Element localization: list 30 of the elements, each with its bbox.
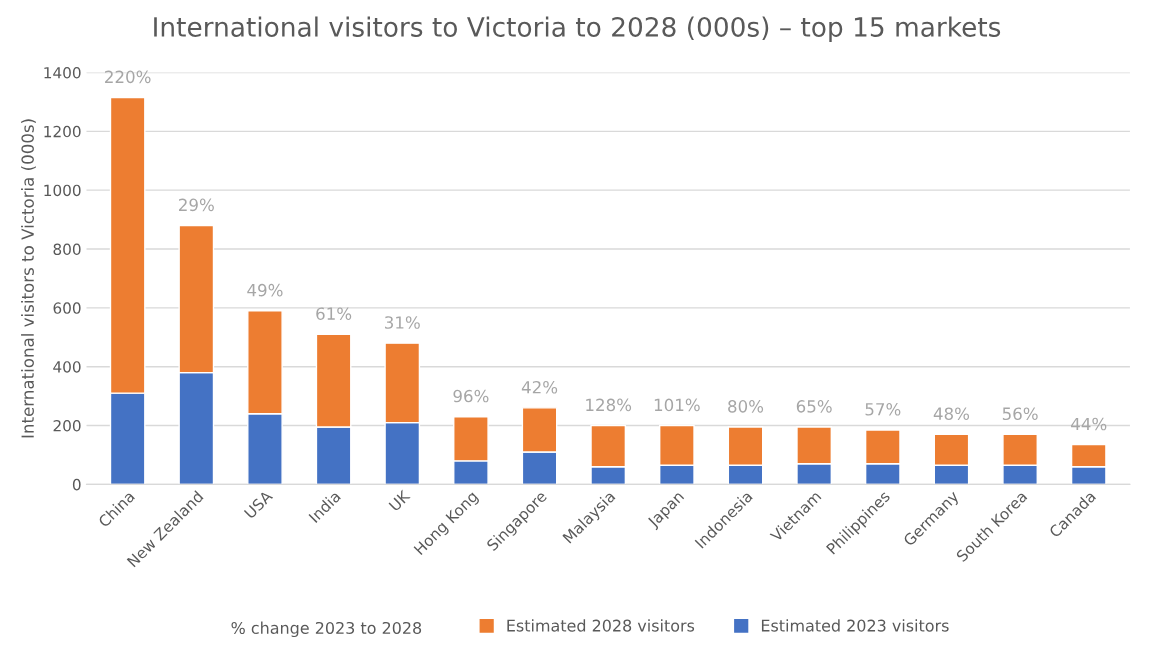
y-axis-title: International visitors to Victoria (000s) — [21, 119, 36, 438]
x-tick-label: USA — [243, 489, 274, 520]
text: % change 2023 to 2028 — [231, 621, 422, 638]
annotation: 56% — [1002, 407, 1038, 421]
y-tick-label: 400 — [53, 361, 81, 373]
y-tick-label: 1000 — [44, 184, 81, 197]
annotation: 65% — [796, 400, 832, 413]
legend-label: Estimated 2023 visitors — [761, 619, 949, 632]
legend-label: Estimated 2028 visitors — [507, 619, 695, 632]
annotation: 48% — [933, 407, 970, 421]
annotation: 61% — [316, 307, 352, 320]
annotation: 80% — [728, 400, 764, 413]
x-tick-label: UK — [388, 489, 411, 512]
y-tick-label: 200 — [53, 419, 81, 432]
annotation: 96% — [453, 389, 489, 403]
y-tick-label: 600 — [53, 302, 81, 314]
y-tick-label: 1200 — [44, 125, 81, 138]
annotation: 101% — [654, 398, 700, 412]
chart-title: International visitors to Victoria to 2028 (000s) – top 15 markets — [154, 16, 1001, 43]
annotation: 220% — [105, 70, 151, 84]
annotation: 57% — [865, 402, 901, 416]
annotation: 49% — [247, 283, 283, 297]
annotation: 31% — [385, 316, 420, 329]
y-tick-label: 800 — [53, 243, 81, 256]
y-tick-label: 0 — [72, 478, 81, 491]
annotation: 44% — [1071, 417, 1107, 431]
annotation: 128% — [586, 398, 632, 412]
y-tick-label: 1400 — [44, 66, 81, 79]
annotation: 29% — [179, 198, 214, 212]
annotation: 42% — [521, 380, 558, 394]
